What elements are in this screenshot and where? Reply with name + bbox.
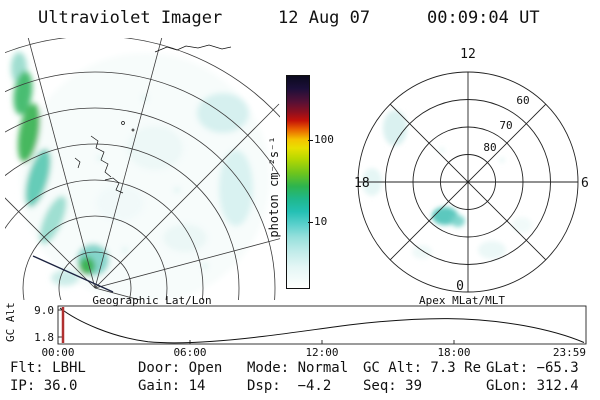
strip-ylabel: GC Alt [4,302,17,342]
geo-panel-caption: Geographic Lat/Lon [92,296,211,307]
xtick-0000: 00:00 [41,346,74,358]
terminator-line [32,255,114,293]
colorbar [286,75,310,289]
colorbar-tickmark-100 [308,140,313,141]
mlat-mlt-grid [357,71,579,293]
header-date: 12 Aug 07 [278,8,371,28]
mlat-80-label: 80 [483,141,496,154]
status-door: Door: Open [138,360,223,376]
mlt-12-label: 12 [460,47,476,62]
status-gain: Gain: 14 [138,378,206,394]
header-time: 00:09:04 UT [427,8,540,28]
xtick-1200: 12:00 [305,346,338,358]
gc-alt-curve [59,307,585,344]
status-flt: Flt: LBHL [10,360,86,376]
status-ip: IP: 36.0 [10,378,78,394]
mlt-6-label: 6 [581,176,589,191]
ytick-bottom: 1.8 [34,331,54,344]
mlat-60-label: 60 [516,94,529,107]
xtick-2359: 23:59 [553,346,586,358]
status-gc-alt: GC Alt: 7.3 Re [363,360,482,376]
app-title: Ultraviolet Imager [38,8,223,28]
apex-polar-panel: 12 18 6 0 60 70 80 [354,47,589,294]
strip-chart-axes [57,305,587,345]
mlt-18-label: 18 [354,176,370,191]
colorbar-tick-100: 100 [314,133,334,146]
strip-chart: Geographic Lat/Lon Apex MLat/MLT 9.0 1.8… [4,296,587,358]
status-seq: Seq: 39 [363,378,423,394]
auroral-emission-apex [362,110,532,259]
status-glon: GLon: 312.4 [486,378,579,394]
coastlines [74,44,232,194]
status-mode: Mode: Normal [247,360,349,376]
xtick-1800: 18:00 [437,346,470,358]
apex-panel-caption: Apex MLat/MLT [419,296,505,307]
status-dsp: Dsp: −4.2 [247,378,332,394]
auroral-emission-geo [11,52,270,300]
ytick-top: 9.0 [34,304,54,317]
colorbar-tick-10: 10 [314,215,328,228]
latlon-grid [5,38,280,300]
mlt-0-label: 0 [456,279,464,294]
status-glat: GLat: −65.3 [486,360,579,376]
mlat-70-label: 70 [499,119,512,132]
colorbar-unit-label: photon cm⁻²s⁻¹ [267,136,281,238]
xtick-0600: 06:00 [173,346,206,358]
colorbar-tickmark-10 [308,222,313,223]
geographic-map-panel [5,38,280,300]
